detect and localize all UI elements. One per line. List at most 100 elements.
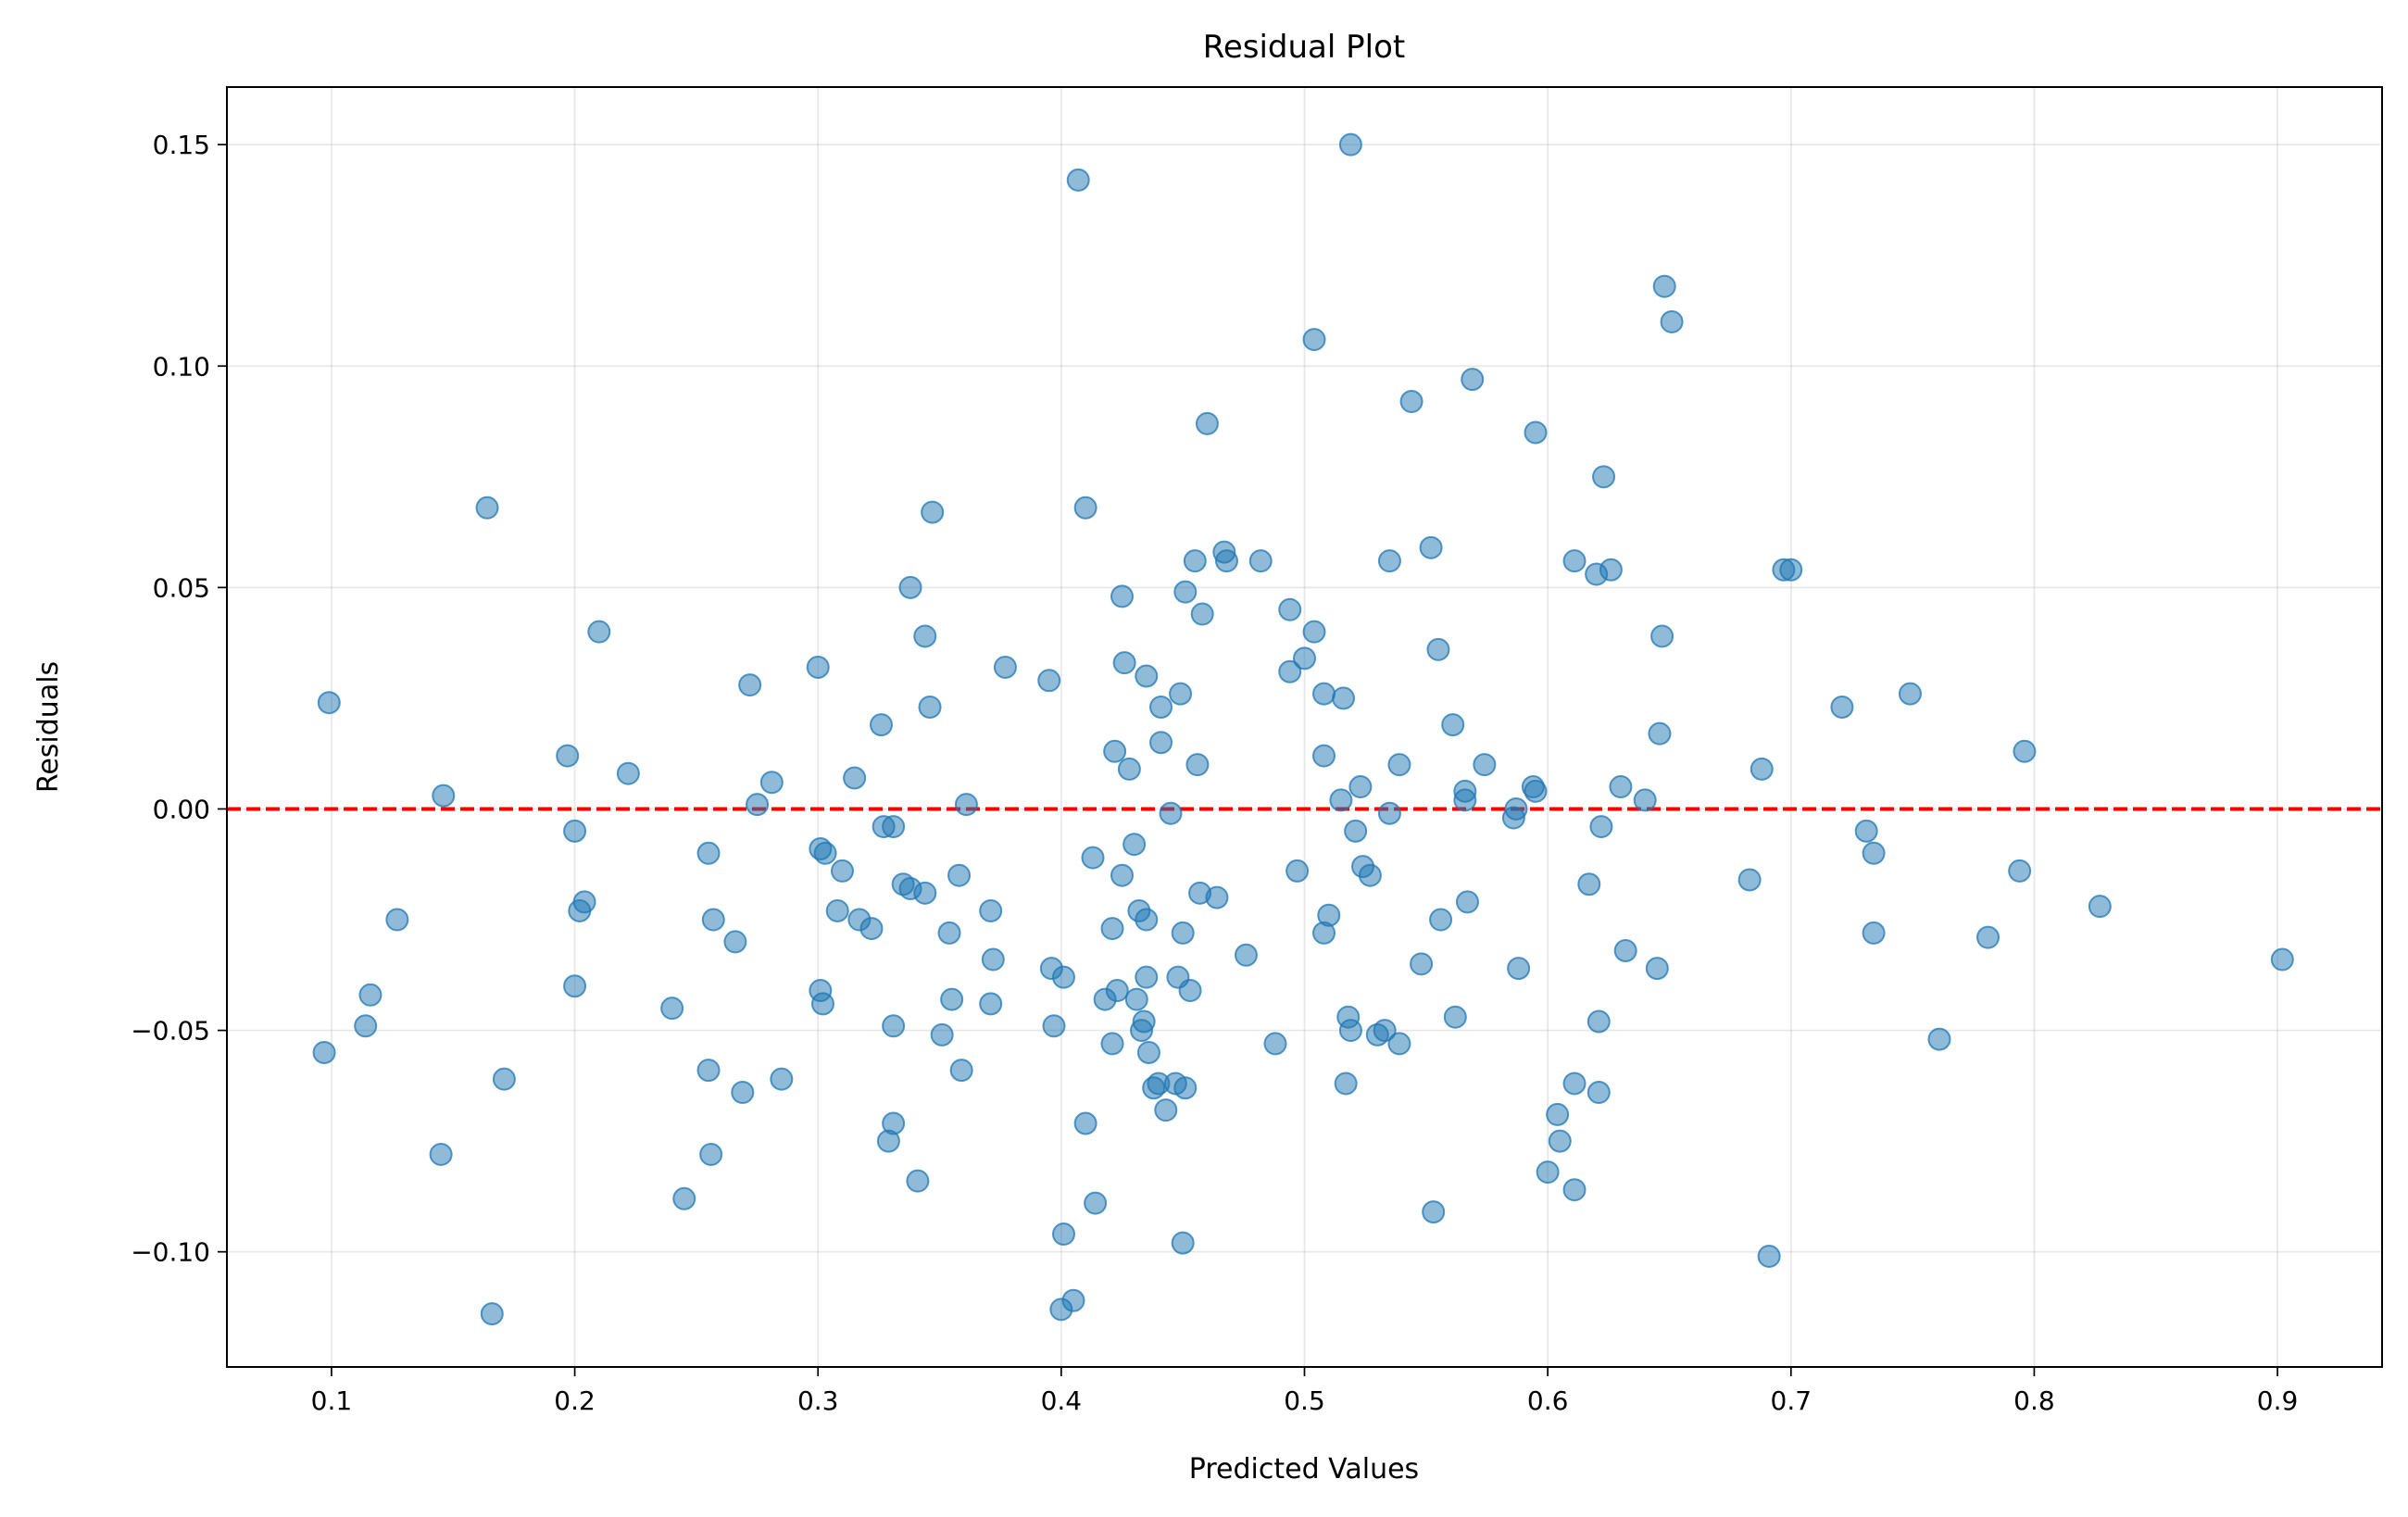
data-point — [1195, 411, 1219, 435]
data-point — [1278, 597, 1302, 621]
data-point — [937, 921, 961, 945]
data-point — [1562, 549, 1587, 573]
data-point — [1587, 1081, 1611, 1105]
data-point — [921, 500, 945, 524]
data-point — [1399, 390, 1423, 414]
data-point — [1377, 549, 1401, 573]
data-point — [1757, 1244, 1781, 1268]
data-point — [1750, 757, 1774, 781]
data-point — [1110, 863, 1135, 887]
data-point — [913, 624, 937, 648]
data-point — [1149, 695, 1173, 719]
data-point — [882, 1014, 906, 1038]
data-point — [1338, 132, 1362, 157]
data-point — [616, 761, 640, 785]
data-point — [1278, 659, 1302, 683]
data-point — [1504, 796, 1528, 821]
data-point — [1190, 602, 1214, 626]
data-point — [1927, 1027, 1951, 1051]
data-point — [1286, 859, 1310, 883]
data-point — [432, 784, 456, 808]
data-point — [954, 793, 978, 817]
data-point — [572, 890, 596, 914]
data-point — [492, 1067, 516, 1091]
data-point — [843, 766, 867, 790]
data-point — [1441, 713, 1465, 737]
data-point — [1344, 819, 1368, 843]
data-point — [1422, 1200, 1446, 1224]
data-point — [1779, 558, 1803, 582]
data-point — [563, 819, 587, 843]
data-point — [1214, 549, 1238, 573]
data-point — [1084, 1191, 1108, 1215]
data-point — [1548, 1129, 1572, 1153]
data-point — [385, 908, 409, 932]
data-point — [981, 947, 1005, 972]
y-axis-label: Residuals — [32, 661, 65, 793]
data-point — [1507, 957, 1531, 981]
data-point — [993, 655, 1017, 679]
data-point — [1171, 921, 1195, 945]
chart-title: Residual Plot — [1203, 29, 1405, 66]
x-tick-label: 0.6 — [1527, 1385, 1569, 1416]
y-tick-label: 0.10 — [153, 351, 210, 382]
data-point — [1105, 979, 1129, 1003]
data-point — [1081, 846, 1105, 870]
data-point — [825, 898, 849, 922]
data-point — [1377, 801, 1401, 825]
data-point — [1037, 669, 1061, 693]
data-point — [1419, 535, 1443, 559]
data-point — [882, 815, 906, 839]
data-point — [317, 691, 341, 715]
data-point — [1473, 753, 1497, 777]
data-point — [2013, 739, 2037, 763]
data-point — [2008, 859, 2032, 883]
data-point — [1100, 1032, 1124, 1056]
data-point — [759, 771, 784, 795]
x-tick-label: 0.7 — [1771, 1385, 1812, 1416]
data-point — [1061, 1288, 1085, 1312]
data-point — [699, 1142, 723, 1166]
data-point — [1135, 965, 1159, 989]
data-point — [1589, 815, 1613, 839]
data-point — [738, 673, 762, 697]
data-point — [906, 1169, 930, 1193]
data-point — [882, 1111, 906, 1135]
data-point — [813, 841, 837, 865]
data-point — [1862, 921, 1886, 945]
data-point — [1546, 1102, 1570, 1126]
data-point — [1117, 757, 1141, 781]
data-point — [1173, 1076, 1198, 1100]
data-point — [1613, 938, 1637, 962]
data-point — [1136, 1040, 1160, 1064]
data-point — [1112, 651, 1136, 675]
data-point — [1562, 1072, 1587, 1096]
x-tick-label: 0.2 — [554, 1385, 596, 1416]
data-point — [312, 1040, 336, 1064]
data-point — [1387, 753, 1411, 777]
data-point — [1178, 979, 1202, 1003]
data-point — [1898, 682, 1922, 706]
data-point — [723, 930, 747, 954]
data-point — [1854, 819, 1878, 843]
data-point — [1387, 1032, 1411, 1056]
data-point — [1410, 952, 1434, 976]
y-tick-label: 0.05 — [153, 572, 210, 603]
x-tick-label: 0.1 — [311, 1385, 353, 1416]
data-point — [1066, 168, 1090, 192]
x-tick-label: 0.9 — [2257, 1385, 2299, 1416]
data-point — [1976, 925, 2000, 949]
data-point — [1248, 549, 1273, 573]
data-point — [1135, 908, 1159, 932]
data-point — [1132, 1009, 1156, 1034]
data-point — [1358, 863, 1382, 887]
data-point — [1205, 885, 1229, 909]
data-point — [701, 908, 725, 932]
data-point — [1122, 833, 1147, 857]
y-tick-label: −0.10 — [131, 1237, 210, 1268]
data-point — [1110, 584, 1135, 608]
data-point — [806, 655, 830, 679]
data-point — [1599, 558, 1623, 582]
data-point — [1312, 682, 1336, 706]
data-point — [1652, 274, 1676, 298]
